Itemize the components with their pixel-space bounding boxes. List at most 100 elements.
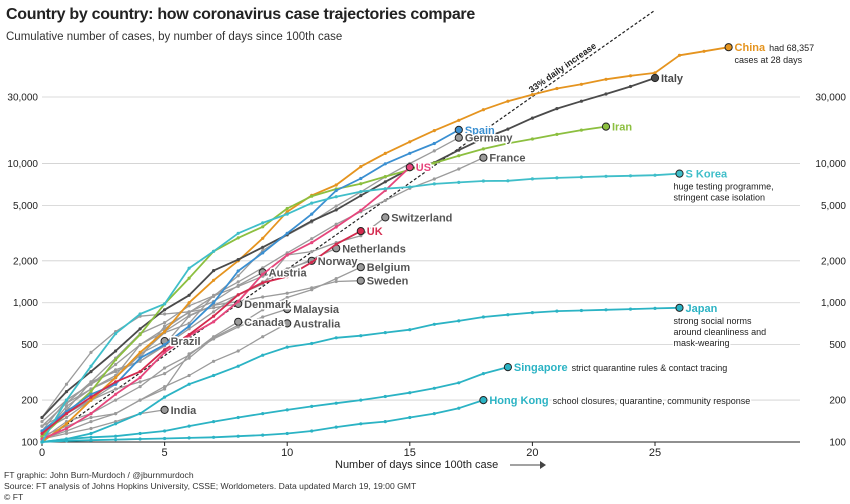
data-point-italy — [212, 269, 216, 273]
series-line-spain — [41, 129, 460, 432]
data-point-singapore — [89, 435, 93, 439]
y-tick-label-right: 500 — [829, 340, 846, 351]
data-point-germany — [432, 149, 436, 153]
label-india: India — [171, 405, 198, 417]
data-point-italy — [138, 327, 142, 331]
data-point-uk — [114, 380, 118, 384]
data-point-italy — [261, 245, 265, 249]
data-point-austria — [64, 404, 69, 408]
data-point-japan — [408, 328, 412, 332]
x-tick-label: 0 — [39, 447, 45, 459]
data-point-hong-kong — [432, 412, 436, 416]
label-germany: Germany — [465, 133, 514, 145]
data-point-singapore — [163, 429, 167, 433]
footer-source: Source: FT analysis of Johns Hopkins Uni… — [4, 481, 417, 491]
data-point-malaysia — [163, 387, 167, 391]
data-point-s-korea — [236, 231, 240, 235]
data-point-us — [359, 208, 363, 212]
label-singapore: Singapore — [514, 362, 568, 374]
data-point-s-korea — [506, 179, 510, 183]
data-point-singapore — [503, 363, 512, 372]
data-point-belgium — [285, 295, 289, 300]
data-point-italy — [530, 116, 535, 120]
data-point-uk — [310, 260, 314, 264]
y-tick-label-left: 500 — [21, 340, 38, 351]
data-point-hong-kong — [334, 425, 338, 429]
data-point-australia — [163, 385, 167, 389]
data-point-china — [628, 74, 633, 78]
data-point-malaysia — [187, 352, 191, 356]
series-line-austria — [41, 271, 264, 437]
data-point-australia — [64, 429, 69, 433]
data-point-spain — [163, 343, 167, 347]
data-point-hong-kong — [285, 431, 289, 436]
data-point-australia — [283, 319, 292, 328]
series-singapore — [40, 363, 512, 444]
data-point-s-korea — [89, 364, 93, 368]
data-point-uk — [187, 333, 191, 337]
y-tick-label-left: 2,000 — [13, 256, 38, 267]
data-point-china — [604, 77, 608, 81]
data-point-norway — [212, 294, 216, 298]
data-point-china — [677, 53, 682, 57]
data-point-singapore — [310, 404, 314, 408]
series-austria — [40, 268, 267, 438]
data-point-china — [163, 330, 167, 334]
data-point-china — [64, 422, 69, 426]
data-point-iran — [236, 236, 240, 240]
data-point-singapore — [261, 412, 265, 416]
series-line-us — [41, 166, 411, 440]
data-point-s-korea — [383, 187, 387, 191]
data-point-china — [359, 165, 363, 169]
data-point-us — [310, 241, 314, 245]
data-point-netherlands — [40, 424, 44, 428]
data-point-hong-kong — [310, 429, 314, 433]
data-point-china — [724, 43, 733, 52]
data-point-s-korea — [187, 266, 191, 270]
data-point-belgium — [163, 372, 167, 376]
data-point-germany — [163, 324, 167, 328]
label-china: China — [735, 42, 766, 54]
data-point-china — [579, 82, 584, 86]
data-point-us — [212, 320, 216, 324]
data-point-hong-kong — [236, 434, 240, 438]
data-point-italy — [163, 308, 167, 312]
series-italy — [40, 73, 660, 420]
note-japan-0: strong social norms — [674, 316, 753, 326]
data-point-france — [236, 280, 240, 284]
data-point-japan — [530, 311, 535, 315]
data-point-us — [334, 225, 338, 229]
data-point-spain — [359, 176, 363, 181]
data-point-italy — [64, 390, 69, 394]
data-point-france — [457, 167, 461, 171]
label-s-korea: S Korea — [686, 169, 728, 181]
data-point-netherlands — [138, 359, 142, 363]
data-point-japan — [675, 303, 684, 312]
data-point-iran — [383, 175, 387, 179]
data-point-us — [64, 426, 69, 431]
data-point-s-korea — [675, 169, 684, 178]
data-point-singapore — [481, 372, 485, 376]
data-point-uk — [89, 395, 93, 399]
series-uk — [40, 227, 365, 436]
data-point-china — [334, 183, 338, 187]
data-point-china — [261, 236, 265, 240]
series-malaysia — [40, 305, 292, 438]
label-iran: Iran — [612, 122, 632, 134]
footer-copyright: © FT — [4, 492, 24, 502]
y-tick-label-left: 30,000 — [7, 93, 38, 104]
data-point-iran — [89, 390, 93, 394]
note-singapore: strict quarantine rules & contact tracin… — [572, 363, 728, 373]
note-japan-1: around cleanliness and — [674, 327, 767, 337]
data-point-australia — [261, 335, 265, 339]
data-point-singapore — [408, 391, 412, 395]
series-s-korea — [40, 169, 684, 444]
data-point-iran — [432, 161, 436, 165]
data-point-singapore — [432, 386, 436, 390]
series-line-belgium — [41, 266, 362, 437]
series-line-iran — [41, 125, 607, 437]
data-point-sweden — [261, 295, 265, 299]
data-point-australia — [187, 373, 191, 378]
data-point-singapore — [383, 394, 387, 399]
x-tick-label: 10 — [281, 447, 293, 459]
